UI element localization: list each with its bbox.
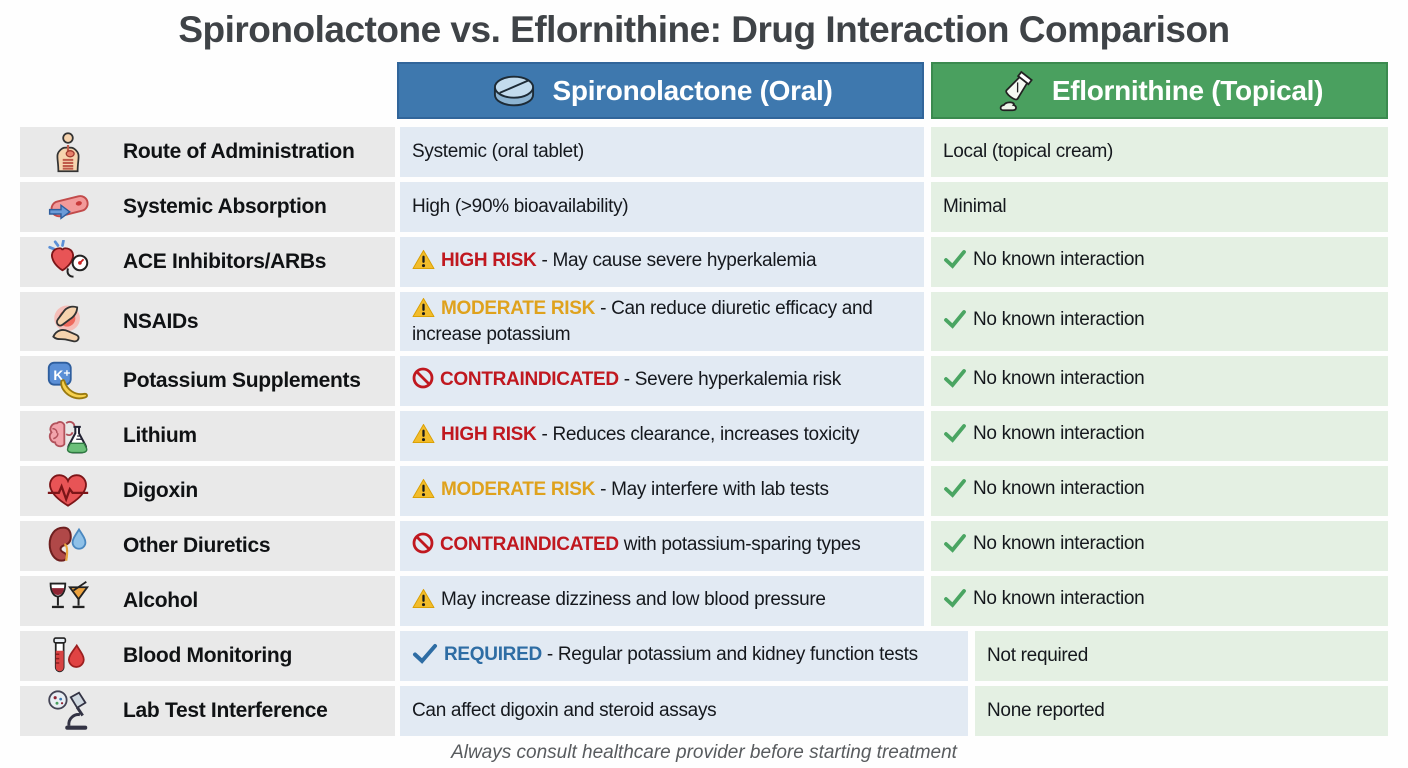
table-row: Lithium HIGH RISK - Reduces clearance, i… [20, 411, 1408, 461]
table-row: Digoxin MODERATE RISK - May interfere wi… [20, 466, 1408, 516]
eflornithine-cell: None reported [975, 686, 1388, 736]
check-icon [943, 309, 967, 335]
heart-ecg-icon [36, 469, 100, 513]
row-label: Systemic Absorption [123, 195, 327, 218]
eflornithine-cell: No known interaction [931, 356, 1388, 406]
check-icon [943, 588, 967, 614]
eflornithine-cell: Local (topical cream) [931, 127, 1388, 177]
row-label-cell: Digoxin [20, 466, 395, 516]
spironolactone-cell: REQUIRED - Regular potassium and kidney … [400, 631, 968, 681]
cream-tube-icon [996, 68, 1038, 114]
spironolactone-cell: MODERATE RISK - Can reduce diuretic effi… [400, 292, 924, 351]
check-icon [943, 249, 967, 275]
row-label: Route of Administration [123, 140, 355, 163]
row-label-cell: ACE Inhibitors/ARBs [20, 237, 395, 287]
blue-check-icon [412, 643, 438, 670]
table-row: Lab Test Interference Can affect digoxin… [20, 686, 1408, 736]
warning-icon [412, 588, 435, 615]
spironolactone-header-label: Spironolactone (Oral) [552, 74, 833, 106]
eflornithine-header: Eflornithine (Topical) [931, 62, 1388, 119]
warning-icon [412, 423, 435, 450]
check-icon [943, 423, 967, 449]
check-icon [943, 533, 967, 559]
row-label: NSAIDs [123, 309, 199, 333]
check-icon [943, 478, 967, 504]
prohibited-icon [412, 367, 434, 395]
table-row: Route of Administration Systemic (oral t… [20, 127, 1408, 177]
spironolactone-cell: HIGH RISK - Reduces clearance, increases… [400, 411, 924, 461]
table-row: ACE Inhibitors/ARBs HIGH RISK - May caus… [20, 237, 1408, 287]
digestive-system-icon [36, 130, 100, 174]
spironolactone-cell: Can affect digoxin and steroid assays [400, 686, 968, 736]
spironolactone-cell: May increase dizziness and low blood pre… [400, 576, 924, 626]
table-row: Other Diuretics CONTRAINDICATED with pot… [20, 521, 1408, 571]
row-label: Other Diuretics [123, 534, 271, 557]
blood-vessel-icon [36, 186, 100, 228]
spironolactone-header: Spironolactone (Oral) [397, 62, 924, 119]
row-label: Lithium [123, 424, 197, 447]
potassium-banana-icon: K⁺ [36, 359, 100, 403]
spironolactone-cell: MODERATE RISK - May interfere with lab t… [400, 466, 924, 516]
table-row: Alcohol May increase dizziness and low b… [20, 576, 1408, 626]
column-headers: Spironolactone (Oral) Eflornithine (Topi… [397, 62, 1408, 119]
brain-flask-icon [36, 414, 100, 458]
row-label-cell: Lithium [20, 411, 395, 461]
row-label: Potassium Supplements [123, 369, 361, 392]
warning-icon [412, 297, 435, 324]
eflornithine-cell: No known interaction [931, 292, 1388, 351]
row-label-cell: Systemic Absorption [20, 182, 395, 232]
comparison-table: Route of Administration Systemic (oral t… [0, 127, 1408, 736]
row-label: Blood Monitoring [123, 644, 292, 667]
row-label-cell: K⁺ Potassium Supplements [20, 356, 395, 406]
row-label: Digoxin [123, 479, 198, 502]
row-label: Alcohol [123, 589, 198, 612]
svg-text:K⁺: K⁺ [53, 368, 70, 383]
drinks-icon [36, 579, 100, 623]
disclaimer-text: Always consult healthcare provider befor… [451, 742, 957, 763]
microscope-icon [36, 689, 100, 733]
warning-icon [412, 249, 435, 276]
kidney-drop-icon [36, 524, 100, 568]
eflornithine-cell: No known interaction [931, 466, 1388, 516]
table-row: Systemic Absorption High (>90% bioavaila… [20, 182, 1408, 232]
table-row: K⁺ Potassium Supplements CONTRAINDICATED… [20, 356, 1408, 406]
spironolactone-cell: High (>90% bioavailability) [400, 182, 924, 232]
row-label: ACE Inhibitors/ARBs [123, 250, 327, 273]
heart-blood-pressure-icon [36, 240, 100, 284]
pill-icon [489, 70, 539, 112]
eflornithine-cell: Minimal [931, 182, 1388, 232]
row-label-cell: Other Diuretics [20, 521, 395, 571]
spironolactone-cell: CONTRAINDICATED with potassium-sparing t… [400, 521, 924, 571]
row-label-cell: NSAIDs [20, 292, 395, 351]
table-row: Blood Monitoring REQUIRED - Regular pota… [20, 631, 1408, 681]
prohibited-icon [412, 532, 434, 560]
row-label: Lab Test Interference [123, 699, 328, 722]
spironolactone-cell: HIGH RISK - May cause severe hyperkalemi… [400, 237, 924, 287]
eflornithine-cell: Not required [975, 631, 1388, 681]
eflornithine-header-label: Eflornithine (Topical) [1051, 74, 1324, 106]
joint-pain-icon [36, 300, 100, 344]
eflornithine-cell: No known interaction [931, 576, 1388, 626]
check-icon [943, 368, 967, 394]
table-row: NSAIDs MODERATE RISK - Can reduce diuret… [20, 292, 1408, 351]
eflornithine-cell: No known interaction [931, 237, 1388, 287]
page-title: Spironolactone vs. Eflornithine: Drug In… [178, 9, 1230, 50]
blood-test-icon [36, 634, 100, 678]
spironolactone-cell: Systemic (oral tablet) [400, 127, 924, 177]
warning-icon [412, 478, 435, 505]
row-label-cell: Lab Test Interference [20, 686, 395, 736]
spironolactone-cell: CONTRAINDICATED - Severe hyperkalemia ri… [400, 356, 924, 406]
row-label-cell: Alcohol [20, 576, 395, 626]
row-label-cell: Route of Administration [20, 127, 395, 177]
eflornithine-cell: No known interaction [931, 411, 1388, 461]
row-label-cell: Blood Monitoring [20, 631, 395, 681]
eflornithine-cell: No known interaction [931, 521, 1388, 571]
